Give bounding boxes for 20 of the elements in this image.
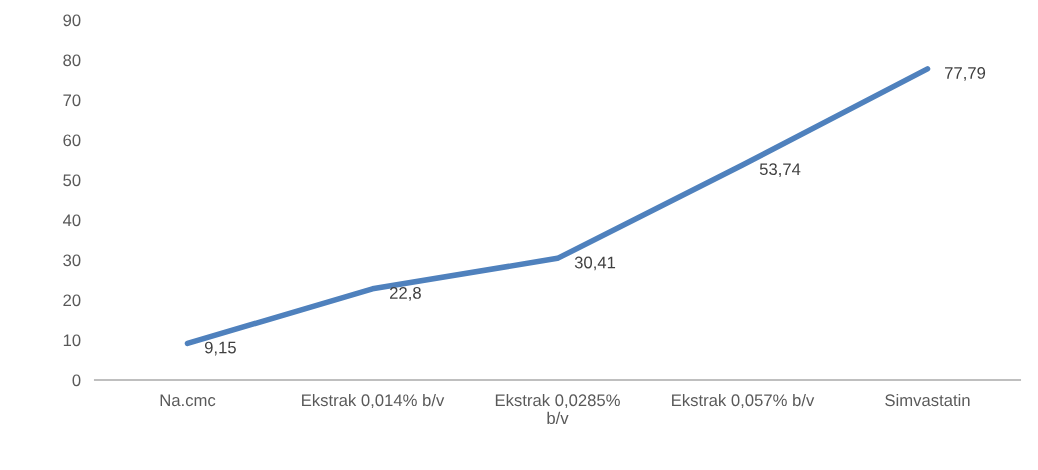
x-tick-label: Ekstrak 0,014% b/v [302,393,445,409]
data-label: 9,15 [204,341,236,356]
y-tick-label: 50 [63,174,81,187]
y-tick-label: 60 [63,134,81,147]
data-label: 30,41 [574,256,616,271]
y-tick-label: 90 [63,14,81,27]
y-tick-label: 40 [62,214,81,227]
x-tick-label: Ekstrak 0,0285% b/v [495,393,620,425]
y-tick-label: 80 [63,54,81,67]
data-label: 22,8 [390,287,421,301]
y-tick-label: 20 [63,294,81,307]
x-tick-label: Ekstrak 0,057% b/v [672,393,815,409]
data-label: 77,79 [945,67,986,81]
y-tick-label: 70 [63,94,81,107]
y-tick-label: 0 [72,374,81,387]
x-tick-label: Simvastatin [885,393,970,407]
x-tick-label: Na.cmc [160,394,216,407]
y-tick-label: 10 [63,334,81,347]
y-tick-label: 30 [63,254,81,267]
data-label: 53,74 [759,163,801,178]
